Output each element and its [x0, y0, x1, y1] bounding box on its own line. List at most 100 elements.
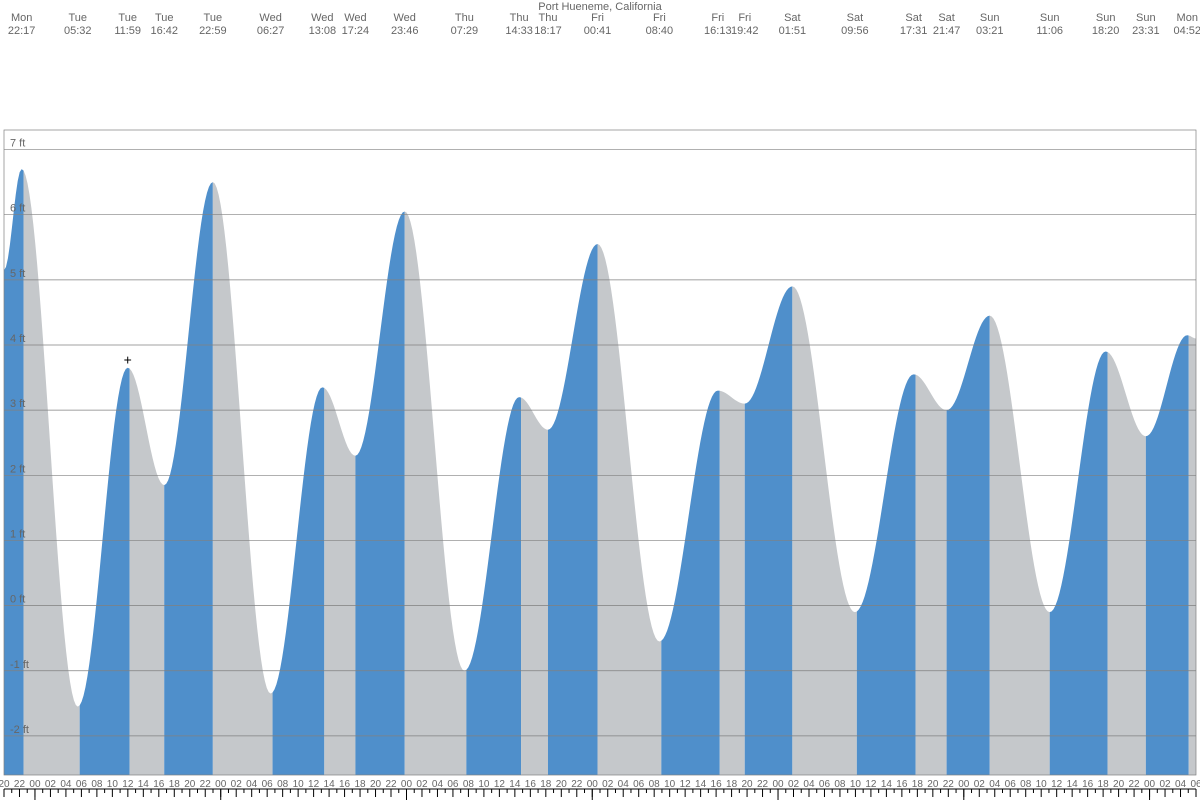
tide-fill — [273, 387, 325, 775]
tide-fill — [661, 391, 719, 775]
x-tick-label: 10 — [664, 779, 676, 790]
x-tick-label: 04 — [803, 779, 815, 790]
x-tick-label: 16 — [525, 779, 537, 790]
x-tick-label: 00 — [587, 779, 599, 790]
tide-fill — [24, 171, 80, 775]
x-tick-label: 02 — [974, 779, 986, 790]
x-tick-label: 18 — [354, 779, 366, 790]
tide-fill — [720, 391, 745, 775]
y-tick-label: 1 ft — [10, 528, 25, 540]
x-tick-label: 18 — [169, 779, 181, 790]
x-tick-label: 10 — [850, 779, 862, 790]
x-tick-label: 02 — [602, 779, 614, 790]
x-tick-label: 08 — [1020, 779, 1032, 790]
tide-fill — [80, 368, 130, 775]
x-tick-label: 12 — [1051, 779, 1063, 790]
x-tick-label: 00 — [215, 779, 227, 790]
y-tick-label: 3 ft — [10, 398, 25, 410]
x-tick-label: 16 — [1082, 779, 1094, 790]
tide-fill — [1146, 335, 1189, 775]
y-tick-label: 7 ft — [10, 138, 25, 150]
x-tick-label: 06 — [633, 779, 645, 790]
x-tick-label: 12 — [494, 779, 506, 790]
x-tick-label: 02 — [416, 779, 428, 790]
x-tick-label: 08 — [649, 779, 661, 790]
x-tick-label: 20 — [0, 779, 10, 790]
x-tick-label: 14 — [509, 779, 521, 790]
x-tick-label: 14 — [695, 779, 707, 790]
x-tick-label: 14 — [881, 779, 893, 790]
y-tick-label: 2 ft — [10, 463, 25, 475]
x-tick-label: 04 — [246, 779, 258, 790]
y-tick-label: 5 ft — [10, 268, 25, 280]
x-tick-label: 12 — [308, 779, 320, 790]
x-tick-label: 00 — [29, 779, 41, 790]
tide-fill — [164, 182, 213, 775]
x-tick-label: 22 — [1129, 779, 1141, 790]
tide-fill — [548, 244, 598, 775]
x-tick-label: 08 — [463, 779, 475, 790]
x-tick-label: 16 — [896, 779, 908, 790]
tide-fill — [355, 211, 404, 775]
x-tick-label: 06 — [1005, 779, 1017, 790]
x-tick-label: 22 — [943, 779, 955, 790]
x-tick-label: 00 — [401, 779, 413, 790]
y-tick-label: 0 ft — [10, 594, 25, 606]
x-tick-label: 22 — [200, 779, 212, 790]
x-tick-label: 06 — [1190, 779, 1200, 790]
x-tick-label: 12 — [122, 779, 134, 790]
tide-fill — [1108, 352, 1146, 775]
x-tick-label: 18 — [540, 779, 552, 790]
tide-fill — [466, 397, 521, 775]
x-tick-label: 14 — [1067, 779, 1079, 790]
x-tick-label: 08 — [91, 779, 103, 790]
x-tick-label: 10 — [293, 779, 305, 790]
tide-fill — [990, 316, 1050, 775]
x-tick-label: 20 — [742, 779, 754, 790]
x-tick-label: 08 — [277, 779, 289, 790]
x-tick-label: 04 — [618, 779, 630, 790]
tide-fill — [745, 286, 793, 775]
x-tick-label: 00 — [1144, 779, 1156, 790]
x-tick-label: 12 — [680, 779, 692, 790]
x-tick-label: 22 — [571, 779, 583, 790]
tide-fill — [916, 375, 947, 775]
x-tick-label: 16 — [153, 779, 165, 790]
y-tick-label: -1 ft — [10, 659, 29, 671]
x-tick-label: 20 — [1113, 779, 1125, 790]
x-tick-label: 06 — [262, 779, 274, 790]
x-tick-label: 04 — [1175, 779, 1187, 790]
x-tick-label: 22 — [14, 779, 26, 790]
tide-fill — [405, 211, 467, 775]
tide-fill — [1050, 352, 1108, 775]
x-tick-label: 12 — [865, 779, 877, 790]
tide-fill — [130, 369, 165, 775]
tide-fill — [521, 397, 548, 775]
x-tick-label: 20 — [927, 779, 939, 790]
x-tick-label: 00 — [958, 779, 970, 790]
x-tick-label: 02 — [1159, 779, 1171, 790]
tide-fill — [947, 316, 990, 775]
x-tick-label: 10 — [478, 779, 490, 790]
tide-fill — [792, 286, 856, 775]
x-tick-label: 14 — [138, 779, 150, 790]
x-tick-label: 02 — [788, 779, 800, 790]
x-tick-label: 06 — [819, 779, 831, 790]
tide-fill — [213, 182, 273, 775]
x-tick-label: 18 — [726, 779, 738, 790]
x-tick-label: 00 — [772, 779, 784, 790]
x-tick-label: 04 — [989, 779, 1001, 790]
x-tick-label: 02 — [45, 779, 57, 790]
x-tick-label: 10 — [1036, 779, 1048, 790]
x-tick-label: 14 — [324, 779, 336, 790]
x-tick-label: 10 — [107, 779, 119, 790]
tide-fill — [1189, 335, 1196, 775]
x-tick-label: 18 — [1098, 779, 1110, 790]
x-tick-label: 20 — [556, 779, 568, 790]
cursor-cross-icon: + — [124, 352, 132, 368]
x-tick-label: 20 — [184, 779, 196, 790]
x-tick-label: 02 — [231, 779, 243, 790]
x-tick-label: 04 — [60, 779, 72, 790]
tide-chart: -2 ft-1 ft0 ft1 ft2 ft3 ft4 ft5 ft6 ft7 … — [0, 0, 1200, 800]
x-tick-label: 08 — [834, 779, 846, 790]
